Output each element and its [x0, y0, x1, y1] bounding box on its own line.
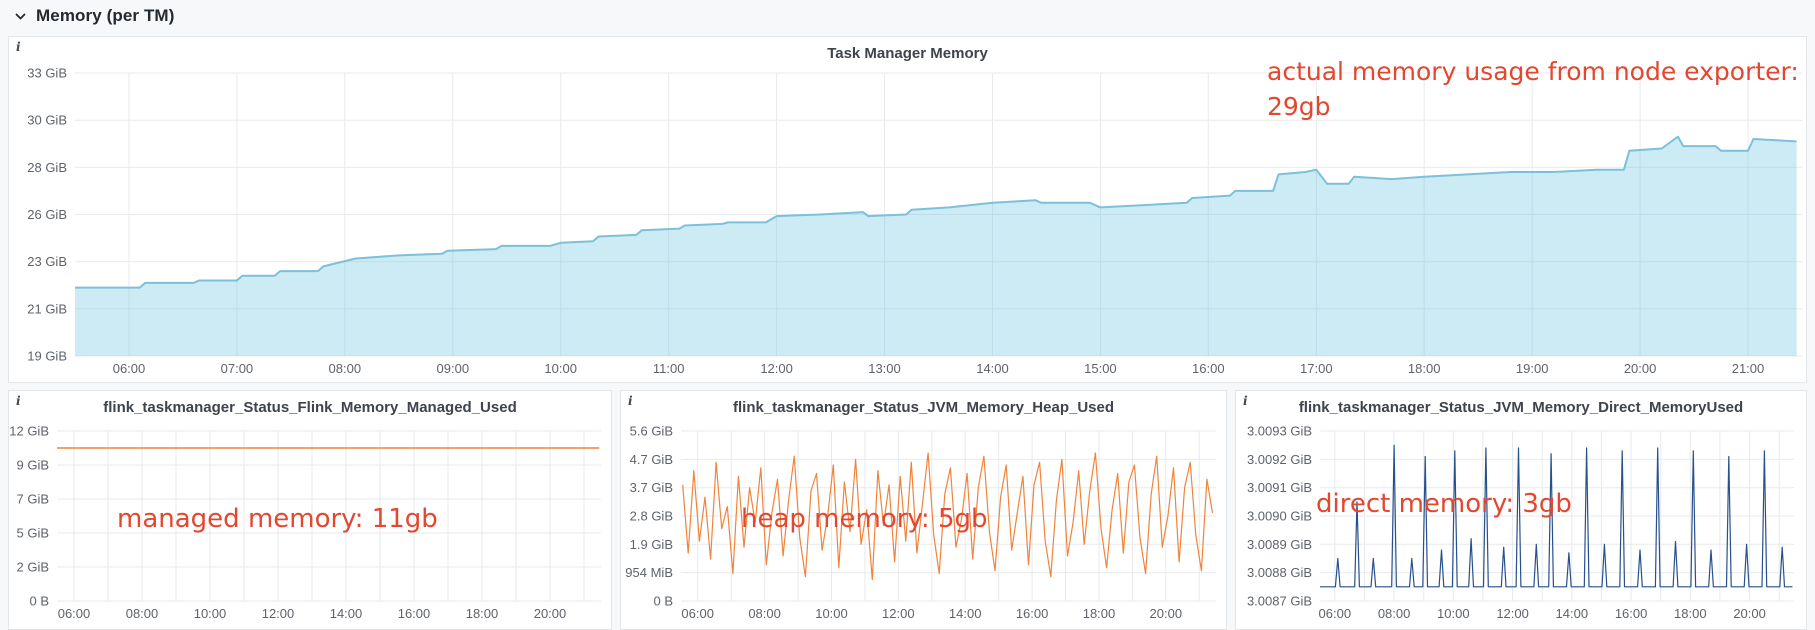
svg-text:10:00: 10:00: [815, 606, 848, 621]
svg-text:7 GiB: 7 GiB: [16, 492, 49, 507]
svg-text:09:00: 09:00: [437, 361, 470, 376]
svg-text:19:00: 19:00: [1516, 361, 1549, 376]
svg-text:14:00: 14:00: [949, 606, 982, 621]
task-manager-memory-chart[interactable]: 19 GiB 21 GiB 23 GiB 26 GiB 28 GiB 30 GiB 33 G…: [9, 65, 1806, 382]
svg-text:06:00: 06:00: [113, 361, 146, 376]
svg-text:10:00: 10:00: [1437, 606, 1470, 621]
svg-text:23 GiB: 23 GiB: [27, 254, 67, 269]
svg-text:9 GiB: 9 GiB: [16, 458, 49, 473]
svg-text:3.0093 GiB: 3.0093 GiB: [1247, 424, 1312, 439]
panel-title-task-manager-memory[interactable]: Task Manager Memory: [827, 45, 988, 62]
direct-memory-chart[interactable]: 3.0087 GiB 3.0088 GiB 3.0089 GiB 3.0090 GiB…: [1236, 421, 1806, 629]
svg-text:0 B: 0 B: [653, 594, 673, 609]
panel-title-direct-memory[interactable]: flink_taskmanager_Status_JVM_Memory_Dire…: [1298, 399, 1744, 416]
svg-text:3.0088 GiB: 3.0088 GiB: [1247, 565, 1312, 580]
svg-text:18:00: 18:00: [1408, 361, 1441, 376]
svg-text:18:00: 18:00: [1674, 606, 1707, 621]
svg-text:5.6 GiB: 5.6 GiB: [630, 424, 673, 439]
svg-text:12:00: 12:00: [262, 606, 295, 621]
svg-text:26 GiB: 26 GiB: [27, 207, 67, 222]
info-icon[interactable]: i: [16, 40, 21, 54]
svg-text:3.7 GiB: 3.7 GiB: [630, 480, 673, 495]
svg-text:16:00: 16:00: [1016, 606, 1049, 621]
svg-text:12:00: 12:00: [760, 361, 793, 376]
svg-text:18:00: 18:00: [1083, 606, 1116, 621]
info-icon[interactable]: i: [1243, 394, 1248, 408]
managed-memory-chart[interactable]: 0 B 2 GiB 5 GiB 7 GiB 9 GiB 12 GiB 06:00 08:00 1…: [9, 421, 611, 629]
svg-text:0 B: 0 B: [29, 594, 49, 609]
svg-text:07:00: 07:00: [221, 361, 254, 376]
svg-text:20:00: 20:00: [534, 606, 567, 621]
svg-text:16:00: 16:00: [398, 606, 431, 621]
annotation-managed-memory: managed memory: 11gb: [117, 504, 438, 534]
svg-text:33 GiB: 33 GiB: [27, 66, 67, 81]
svg-text:06:00: 06:00: [58, 606, 91, 621]
svg-text:30 GiB: 30 GiB: [27, 113, 67, 128]
svg-text:5 GiB: 5 GiB: [16, 526, 49, 541]
svg-text:2.8 GiB: 2.8 GiB: [630, 509, 673, 524]
svg-text:21:00: 21:00: [1732, 361, 1765, 376]
svg-text:4.7 GiB: 4.7 GiB: [630, 452, 673, 467]
svg-text:12:00: 12:00: [1496, 606, 1529, 621]
svg-text:20:00: 20:00: [1150, 606, 1183, 621]
annotation-direct-memory: direct memory: 3gb: [1316, 489, 1572, 519]
panel-task-manager-memory: i Task Manager Memory 19 GiB 21 GiB 23 GiB…: [8, 36, 1807, 383]
svg-text:21 GiB: 21 GiB: [27, 301, 67, 316]
svg-text:20:00: 20:00: [1624, 361, 1657, 376]
row-title: Memory (per TM): [36, 6, 175, 25]
svg-text:1.9 GiB: 1.9 GiB: [630, 537, 673, 552]
svg-text:3.0092 GiB: 3.0092 GiB: [1247, 452, 1312, 467]
panel-direct-memory: i flink_taskmanager_Status_JVM_Memory_Di…: [1235, 390, 1807, 630]
svg-text:3.0091 GiB: 3.0091 GiB: [1247, 480, 1312, 495]
info-icon[interactable]: i: [16, 394, 21, 408]
svg-text:17:00: 17:00: [1300, 361, 1333, 376]
panel-heap-memory: i flink_taskmanager_Status_JVM_Memory_He…: [620, 390, 1227, 630]
svg-text:16:00: 16:00: [1615, 606, 1648, 621]
svg-text:08:00: 08:00: [329, 361, 362, 376]
svg-text:3.0087 GiB: 3.0087 GiB: [1247, 594, 1312, 609]
annotation-heap-memory: heap memory: 5gb: [741, 504, 988, 534]
svg-text:11:00: 11:00: [653, 361, 685, 376]
panel-managed-memory: i flink_taskmanager_Status_Flink_Memory_…: [8, 390, 612, 630]
panel-title-heap-memory[interactable]: flink_taskmanager_Status_JVM_Memory_Heap…: [733, 399, 1114, 416]
heap-memory-chart[interactable]: 0 B 954 MiB 1.9 GiB 2.8 GiB 3.7 GiB 4.7 GiB 5.…: [621, 421, 1226, 629]
svg-text:14:00: 14:00: [330, 606, 363, 621]
svg-text:954 MiB: 954 MiB: [625, 565, 673, 580]
svg-text:06:00: 06:00: [1319, 606, 1352, 621]
svg-text:28 GiB: 28 GiB: [27, 160, 67, 175]
svg-text:3.0089 GiB: 3.0089 GiB: [1247, 537, 1312, 552]
svg-text:06:00: 06:00: [681, 606, 714, 621]
info-icon[interactable]: i: [628, 394, 633, 408]
svg-text:15:00: 15:00: [1084, 361, 1117, 376]
svg-text:16:00: 16:00: [1192, 361, 1225, 376]
svg-text:08:00: 08:00: [1378, 606, 1411, 621]
svg-text:14:00: 14:00: [1556, 606, 1589, 621]
svg-text:3.0090 GiB: 3.0090 GiB: [1247, 509, 1312, 524]
svg-text:12:00: 12:00: [882, 606, 915, 621]
svg-text:18:00: 18:00: [466, 606, 499, 621]
svg-text:13:00: 13:00: [868, 361, 901, 376]
svg-text:10:00: 10:00: [544, 361, 577, 376]
svg-text:10:00: 10:00: [194, 606, 227, 621]
chevron-down-icon: [14, 10, 27, 23]
svg-text:2 GiB: 2 GiB: [16, 560, 49, 575]
svg-text:19 GiB: 19 GiB: [27, 349, 67, 364]
row-header-memory-per-tm[interactable]: Memory (per TM): [0, 0, 1815, 32]
svg-text:14:00: 14:00: [976, 361, 1009, 376]
svg-text:20:00: 20:00: [1733, 606, 1766, 621]
svg-text:08:00: 08:00: [126, 606, 159, 621]
svg-text:08:00: 08:00: [748, 606, 781, 621]
annotation-node-exporter: actual memory usage from node exporter: …: [1267, 57, 1799, 121]
svg-text:12 GiB: 12 GiB: [9, 424, 49, 439]
panel-title-managed-memory[interactable]: flink_taskmanager_Status_Flink_Memory_Ma…: [103, 399, 517, 416]
